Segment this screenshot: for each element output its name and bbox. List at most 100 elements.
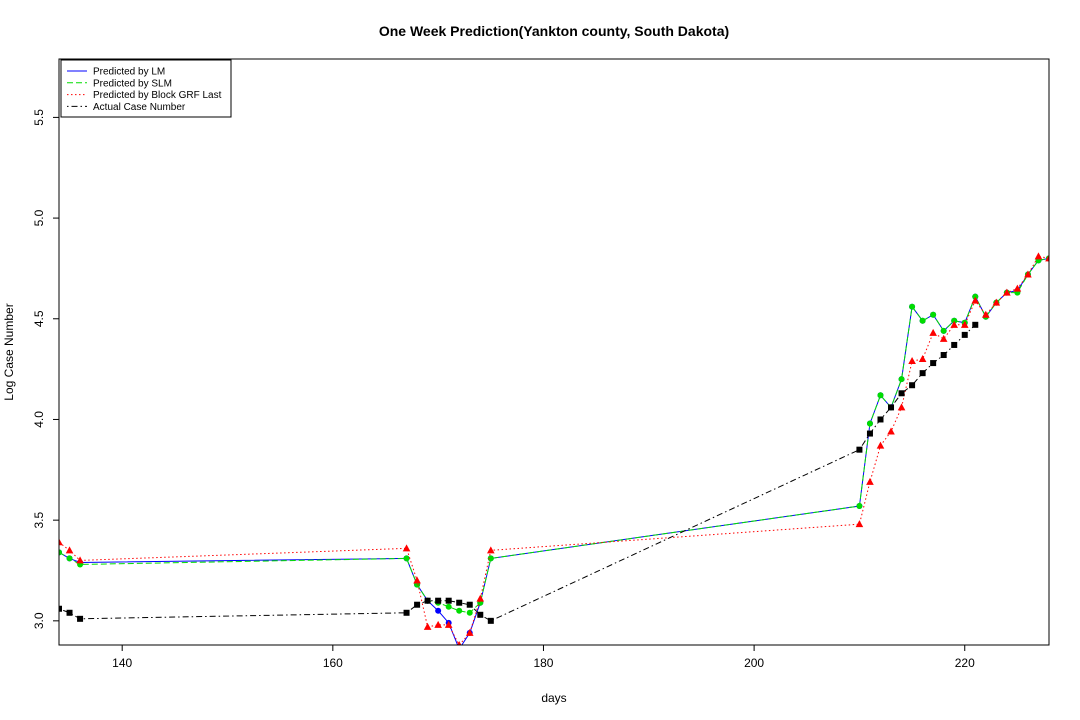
data-point — [487, 617, 494, 624]
data-point — [940, 327, 947, 334]
data-point — [982, 310, 990, 318]
data-point — [456, 607, 463, 614]
data-point — [424, 597, 431, 604]
data-point — [888, 404, 895, 411]
data-point — [876, 441, 885, 449]
data-point — [466, 609, 473, 616]
data-point — [939, 334, 948, 342]
data-point — [1003, 288, 1011, 296]
data-point — [423, 622, 432, 630]
series-line — [59, 257, 1049, 614]
legend-label: Predicted by LM — [93, 67, 165, 78]
data-point — [855, 520, 864, 528]
data-point — [1024, 270, 1032, 278]
data-point — [908, 357, 916, 365]
y-tick-label: 5.0 — [32, 209, 46, 226]
series-layer — [59, 252, 1049, 652]
data-point — [435, 607, 442, 614]
y-tick-label: 4.5 — [32, 310, 46, 327]
data-point — [930, 311, 937, 318]
data-point — [413, 576, 421, 584]
data-point — [76, 556, 84, 564]
data-point — [951, 317, 958, 324]
data-point — [960, 320, 969, 328]
data-point — [403, 609, 410, 616]
y-tick-label: 5.5 — [32, 109, 46, 126]
data-point — [866, 477, 874, 485]
data-point — [435, 597, 442, 604]
data-point — [77, 615, 84, 622]
plot-frame — [58, 58, 1050, 646]
data-point — [918, 355, 927, 363]
data-point — [972, 293, 979, 300]
data-point — [866, 430, 873, 437]
series-0 — [59, 255, 1049, 652]
data-point — [487, 546, 495, 554]
data-point — [971, 296, 980, 304]
data-point — [65, 546, 74, 554]
data-point — [972, 321, 979, 328]
data-point — [465, 628, 474, 636]
data-point — [950, 320, 959, 328]
series-2 — [59, 252, 1049, 645]
data-point — [898, 376, 905, 383]
data-point — [909, 303, 916, 310]
data-point — [487, 555, 494, 562]
data-point — [856, 446, 863, 453]
data-point — [59, 538, 63, 546]
legend-label: Predicted by SLM — [93, 78, 172, 89]
series-line — [59, 255, 1049, 645]
data-point — [444, 620, 453, 628]
data-point — [1013, 284, 1022, 292]
data-point — [856, 503, 863, 510]
series-3 — [59, 321, 979, 624]
legend-box — [60, 59, 232, 118]
y-tick-label: 3.0 — [32, 612, 46, 629]
data-point — [961, 331, 968, 338]
data-point — [1045, 254, 1049, 262]
data-point — [476, 594, 485, 602]
x-tick-label: 180 — [533, 656, 553, 670]
x-tick-label: 220 — [955, 656, 975, 670]
data-point — [992, 298, 1001, 306]
data-point — [66, 609, 73, 616]
data-point — [477, 611, 484, 618]
data-point — [951, 341, 958, 348]
y-axis-label: Log Case Number — [2, 303, 16, 400]
data-point — [434, 620, 442, 628]
data-point — [59, 549, 62, 556]
data-point — [456, 599, 463, 606]
chart-title: One Week Prediction(Yankton county, Sout… — [379, 23, 729, 39]
y-tick-label: 3.5 — [32, 511, 46, 528]
x-tick-label: 200 — [744, 656, 764, 670]
x-axis: 140 160 180 200 220 — [112, 645, 975, 670]
data-point — [466, 601, 473, 608]
data-point — [930, 360, 937, 367]
data-point — [457, 641, 462, 645]
data-point — [414, 601, 421, 608]
series-1 — [59, 255, 1049, 616]
y-tick-label: 4.0 — [32, 411, 46, 428]
data-point — [1034, 252, 1043, 260]
data-point — [445, 597, 452, 604]
data-point — [940, 352, 947, 359]
legend-label: Actual Case Number — [93, 102, 186, 113]
data-point — [898, 390, 905, 397]
series-line — [59, 257, 1049, 645]
data-point — [919, 317, 926, 324]
data-point — [59, 605, 62, 612]
x-axis-label: days — [541, 691, 566, 705]
data-point — [929, 328, 937, 336]
data-point — [919, 370, 926, 377]
data-point — [877, 392, 884, 399]
data-point — [456, 646, 462, 652]
data-point — [402, 544, 411, 552]
data-point — [909, 382, 916, 389]
data-point — [66, 555, 73, 562]
data-point — [445, 603, 452, 610]
data-point — [887, 427, 895, 435]
legend-label: Predicted by Block GRF Last — [93, 90, 222, 101]
data-point — [403, 555, 410, 562]
data-point — [897, 403, 906, 411]
